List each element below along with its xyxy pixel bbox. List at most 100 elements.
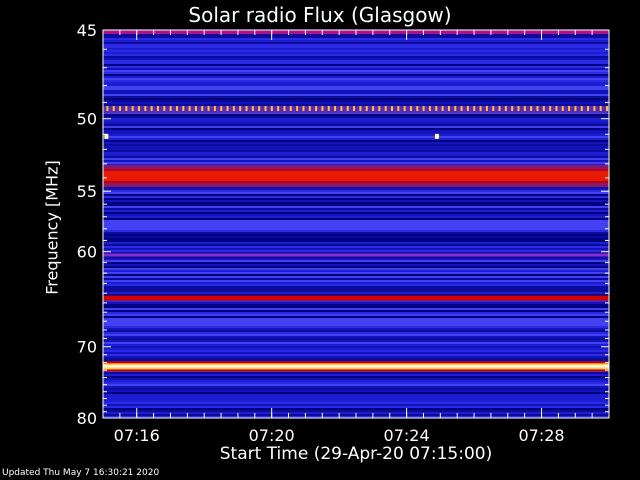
background-row	[103, 192, 609, 194]
band-spike	[226, 105, 229, 111]
background-row	[103, 74, 609, 76]
background-row	[103, 408, 609, 410]
background-row	[103, 328, 609, 330]
background-row	[103, 232, 609, 234]
band-spike	[416, 105, 419, 111]
band-spike	[479, 105, 482, 111]
band-spike	[156, 105, 159, 111]
band-row	[103, 171, 609, 174]
background-row	[103, 38, 609, 40]
background-row	[103, 158, 609, 160]
background-row	[103, 68, 609, 70]
background-row	[103, 230, 609, 232]
background-row	[103, 196, 609, 198]
band-spike	[378, 105, 381, 111]
background-row	[103, 156, 609, 158]
background-row	[103, 50, 609, 52]
background-row	[103, 144, 609, 146]
band-spike	[220, 105, 223, 111]
band-spike	[283, 105, 286, 111]
background-row	[103, 360, 609, 362]
background-row	[103, 242, 609, 244]
band-spike	[441, 105, 444, 111]
band-spike	[593, 105, 596, 111]
band-spike	[454, 105, 457, 111]
y-tick-label: 80	[77, 409, 97, 428]
band-spike	[435, 105, 438, 111]
background-row	[103, 358, 609, 360]
band-row	[103, 181, 609, 184]
band-spike	[251, 105, 254, 111]
background-row	[103, 206, 609, 208]
background-row	[103, 202, 609, 204]
background-row	[103, 280, 609, 282]
band-spike	[119, 105, 122, 111]
background-row	[103, 130, 609, 132]
background-row	[103, 226, 609, 228]
axes-layer: 45 50 55 60 70 80 07:16 07:20 07:24 07:28	[77, 21, 610, 445]
background-row	[103, 344, 609, 346]
heatmap-layer	[103, 30, 609, 418]
background-row	[103, 334, 609, 336]
background-row	[103, 88, 609, 90]
background-row	[103, 262, 609, 264]
background-row	[103, 70, 609, 72]
band-row	[103, 179, 609, 182]
band-spike	[606, 105, 609, 111]
band-spike	[422, 105, 425, 111]
background-row	[103, 356, 609, 358]
x-tick-label: 07:16	[114, 426, 160, 445]
band-spike	[523, 105, 526, 111]
background-row	[103, 86, 609, 88]
background-row	[103, 204, 609, 206]
background-row	[103, 300, 609, 302]
background-row	[103, 228, 609, 230]
background-row	[103, 396, 609, 398]
band-spike	[163, 105, 166, 111]
background-row	[103, 318, 609, 320]
band-row	[103, 169, 609, 172]
band-spike	[258, 105, 261, 111]
background-row	[103, 240, 609, 242]
y-axis-label: Frequency [MHz]	[42, 160, 62, 295]
background-row	[103, 102, 609, 104]
background-row	[103, 90, 609, 92]
x-axis-label: Start Time (29-Apr-20 07:15:00)	[219, 444, 493, 464]
band-spike	[549, 105, 552, 111]
band-spike	[112, 105, 115, 111]
background-row	[103, 98, 609, 100]
background-row	[103, 136, 609, 138]
background-row	[103, 320, 609, 322]
background-row	[103, 222, 609, 224]
band-spike	[517, 105, 520, 111]
band-spike	[561, 105, 564, 111]
background-row	[103, 294, 609, 296]
background-row	[103, 58, 609, 60]
background-row	[103, 260, 609, 262]
band-spike	[587, 105, 590, 111]
band-spike	[428, 105, 431, 111]
background-row	[103, 80, 609, 82]
band-spike	[346, 105, 349, 111]
band-spike	[397, 105, 400, 111]
band-spike	[340, 105, 343, 111]
background-row	[103, 340, 609, 342]
band-spike	[409, 105, 412, 111]
band-spike	[568, 105, 571, 111]
background-row	[103, 354, 609, 356]
band-row	[103, 175, 609, 178]
band-spike	[232, 105, 235, 111]
background-row	[103, 276, 609, 278]
background-row	[103, 218, 609, 220]
background-row	[103, 194, 609, 196]
band-spike	[194, 105, 197, 111]
background-row	[103, 128, 609, 130]
background-row	[103, 272, 609, 274]
band-spike	[175, 105, 178, 111]
background-row	[103, 146, 609, 148]
background-row	[103, 52, 609, 54]
burst-point	[104, 133, 109, 139]
band-row	[103, 185, 609, 188]
background-row	[103, 406, 609, 408]
band-spike	[403, 105, 406, 111]
